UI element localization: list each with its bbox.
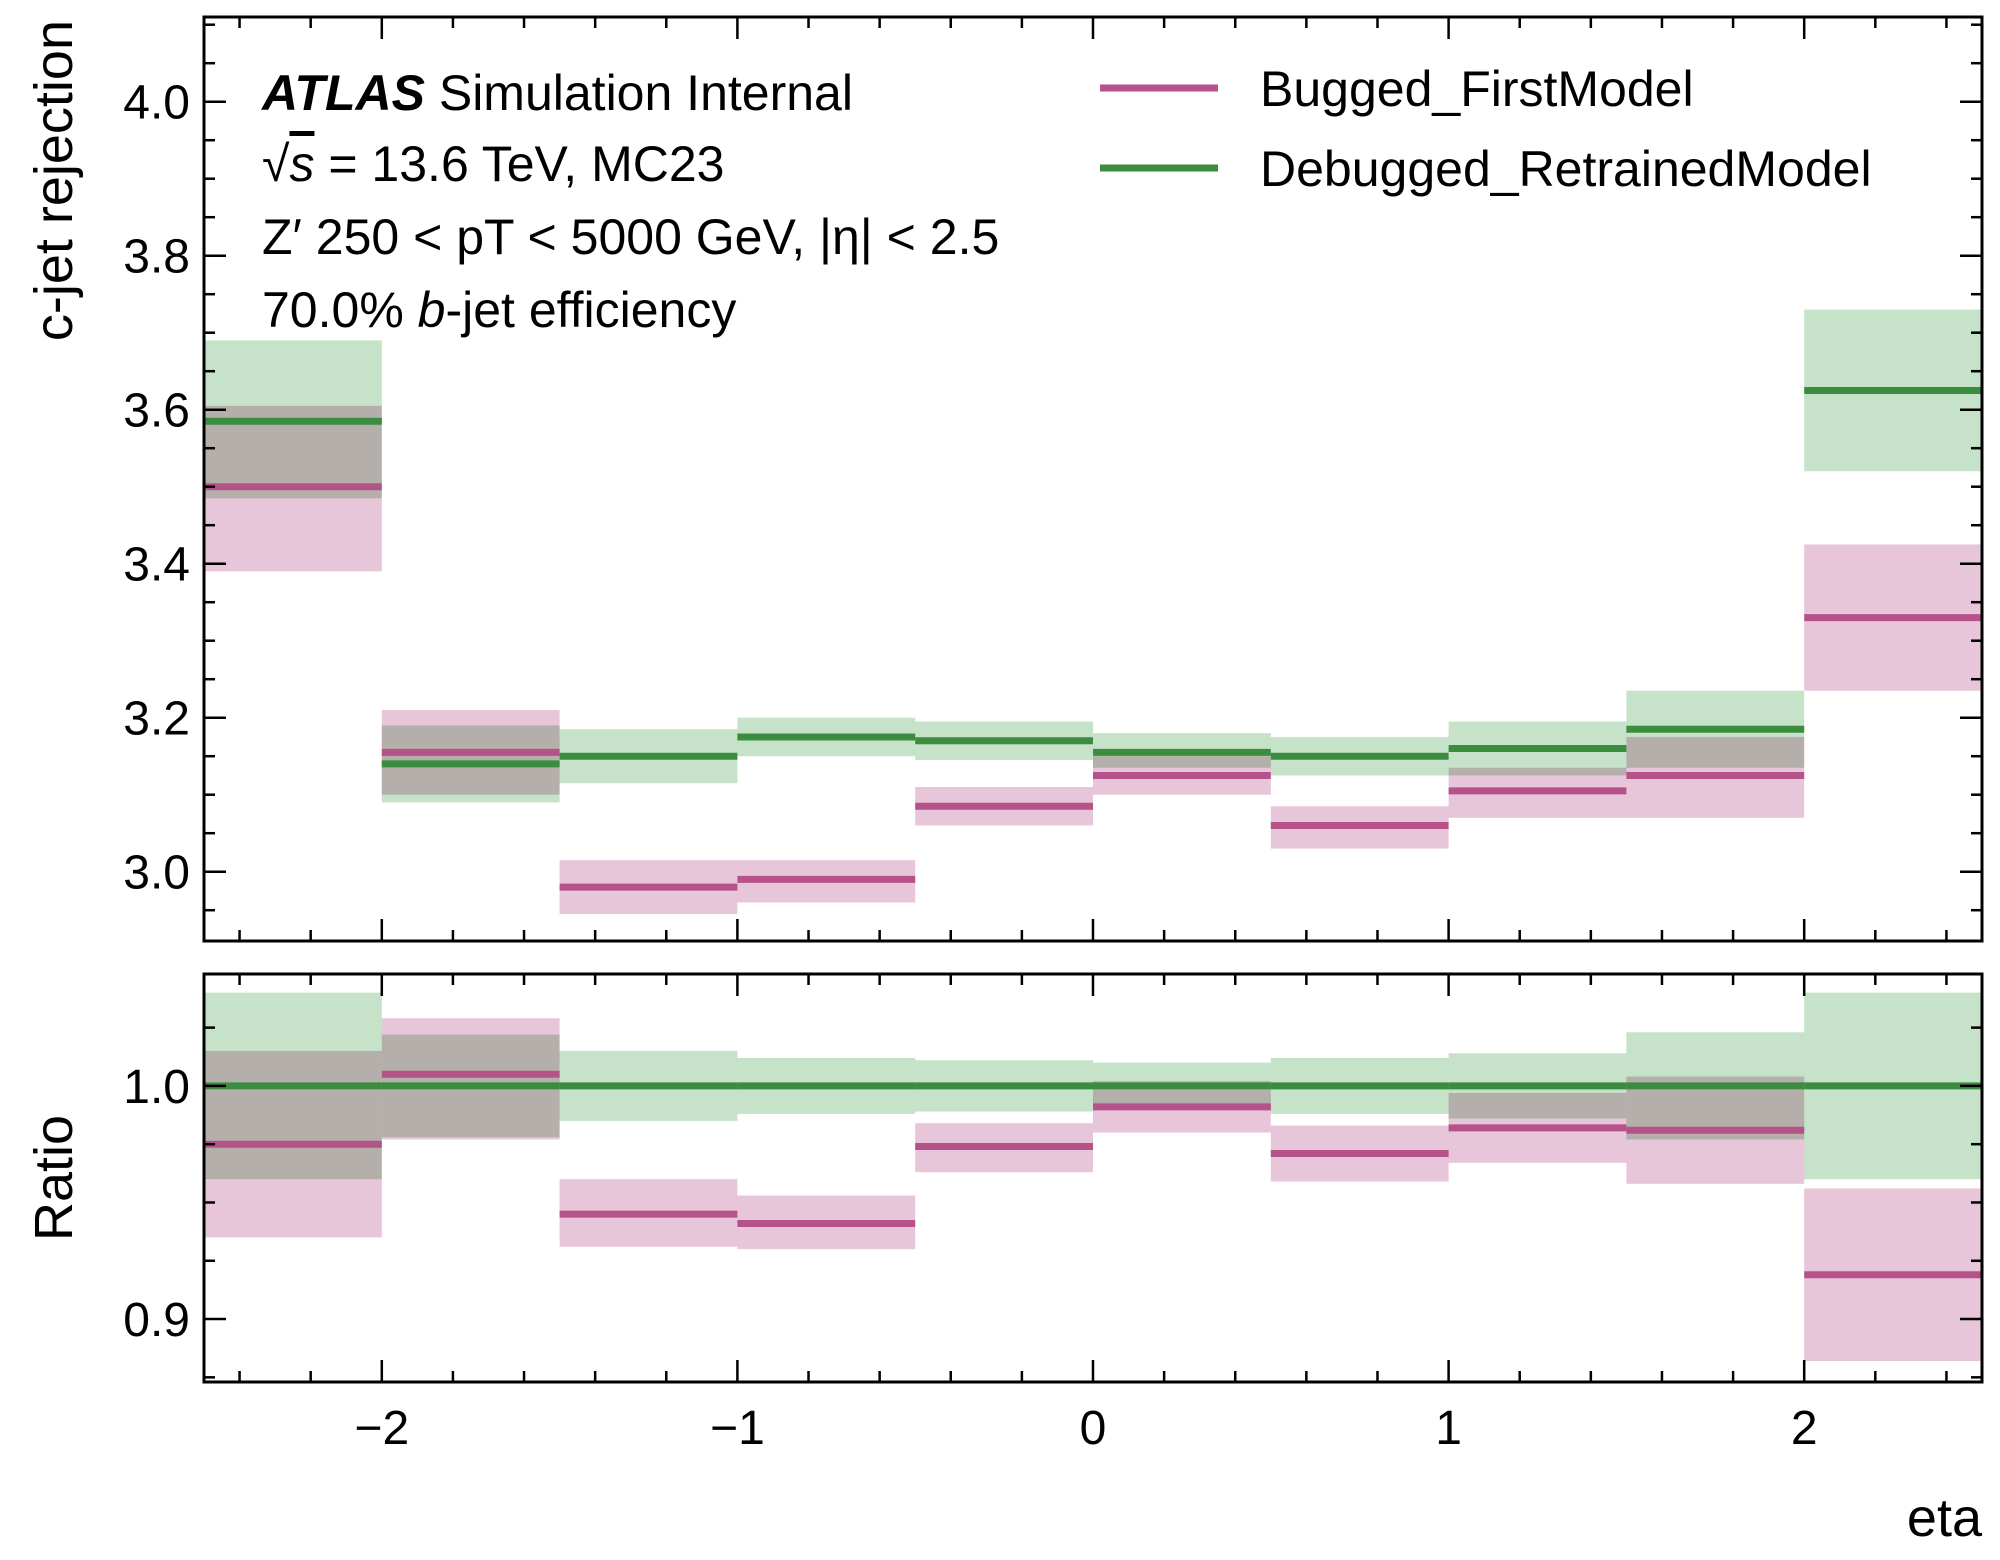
axis-ticks — [204, 17, 1982, 1382]
y-axis-label-ratio: Ratio — [24, 1115, 84, 1241]
ratio-panel-frame — [202, 972, 1984, 1384]
legend-label-debugged: Debugged_RetrainedModel — [1260, 141, 1872, 197]
bottom-y-tick-label: 0.9 — [123, 1294, 190, 1347]
bottom-y-tick-label: 1.0 — [123, 1061, 190, 1114]
axis-tick-labels: 3.0 3.2 3.4 3.6 3.8 4.0 0.9 1.0 −2 −1 0 1 2 — [123, 77, 1817, 1455]
x-tick-label: 1 — [1435, 1402, 1462, 1455]
top-y-tick-label: 3.4 — [123, 539, 190, 592]
ratio-panel-series-lines — [204, 1070, 1982, 1279]
x-tick-label: 0 — [1080, 1402, 1107, 1455]
atlas-label-block: ATLAS Simulation Internal √s = 13.6 TeV,… — [260, 65, 999, 338]
top-y-tick-label: 3.0 — [123, 847, 190, 900]
top-panel-series-lines — [204, 386, 1982, 891]
x-tick-label: −2 — [354, 1402, 409, 1455]
top-panel-frame — [202, 15, 1984, 943]
atlas-label: ATLAS Simulation Internal — [260, 65, 853, 121]
x-tick-label: 2 — [1791, 1402, 1818, 1455]
working-point-value: 70.0% — [262, 282, 418, 338]
x-tick-label: −1 — [710, 1402, 765, 1455]
legend: Bugged_FirstModel Debugged_RetrainedMode… — [1100, 61, 1872, 197]
top-y-tick-label: 3.2 — [123, 693, 190, 746]
working-point-label: 70.0% b-jet efficiency — [262, 282, 736, 338]
x-axis-label: eta — [1907, 1488, 1983, 1548]
working-point-b: b — [418, 282, 446, 338]
y-axis-label-top: c-jet rejection — [24, 20, 84, 341]
atlas-logo-text: ATLAS — [260, 65, 425, 121]
top-y-tick-label: 3.8 — [123, 231, 190, 284]
energy-label: √s = 13.6 TeV, MC23 — [262, 136, 724, 192]
top-y-tick-label: 4.0 — [123, 77, 190, 130]
legend-label-bugged: Bugged_FirstModel — [1260, 61, 1694, 117]
working-point-suffix: -jet efficiency — [445, 282, 736, 338]
sample-label: Z′ 250 < pT < 5000 GeV, |η| < 2.5 — [262, 209, 999, 265]
ratio-panel-error-bands — [204, 992, 1982, 1362]
top-y-tick-label: 3.6 — [123, 385, 190, 438]
sqrt-symbol: √ — [262, 136, 290, 192]
atlas-status-text: Simulation Internal — [425, 65, 853, 121]
s-symbol: s — [289, 136, 314, 192]
top-panel-error-bands — [204, 309, 1982, 915]
energy-text: = 13.6 TeV, MC23 — [314, 136, 724, 192]
